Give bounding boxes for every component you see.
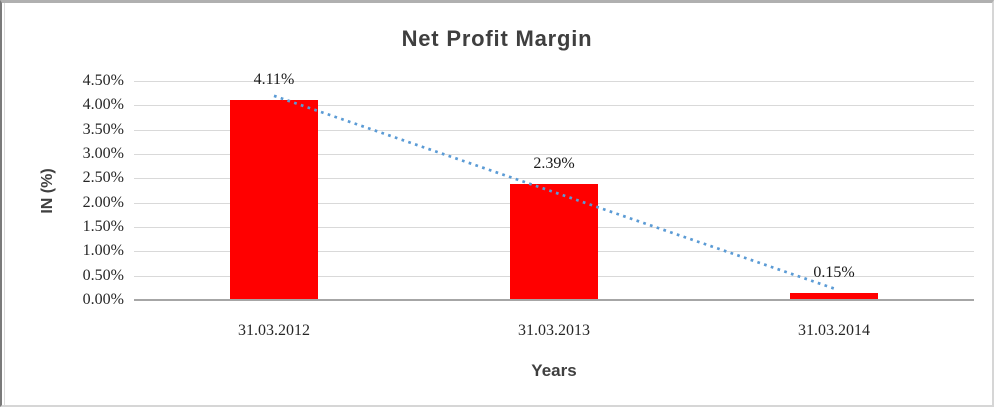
y-tick-label: 1.00% [82,242,124,260]
gridline [134,154,974,155]
y-tick-label: 0.00% [82,291,124,308]
x-tick-label: 31.03.2012 [238,322,310,339]
y-tick-label: 4.00% [82,96,124,114]
trendline [273,94,835,290]
y-tick-label: 3.50% [82,120,124,138]
gridline [134,129,974,131]
chart-title: Net Profit Margin [401,26,593,51]
y-tick-label: 0.50% [82,266,124,284]
x-axis-title: Years [531,361,577,380]
y-tick-label: 4.50% [82,72,124,89]
gridline [134,105,974,107]
x-tick-label: 31.03.2013 [518,322,590,339]
x-tick-label: 31.03.2014 [798,322,870,339]
gridline [134,178,974,180]
y-tick-label: 2.00% [82,193,124,211]
trendline-dotted [273,94,835,290]
gridline [134,81,974,82]
bar-31.03.2014 [790,292,878,300]
bar-31.03.2012 [230,100,318,300]
y-tick-label: 1.50% [82,218,124,235]
bar-data-label: 0.15% [813,263,855,281]
x-axis-line [134,299,974,301]
bar-data-label: 2.39% [533,154,575,172]
y-tick-label: 3.00% [82,145,124,162]
bar-data-label: 4.11% [253,71,295,88]
frame-inner-border [4,3,5,405]
y-tick-label: 2.50% [82,169,124,187]
